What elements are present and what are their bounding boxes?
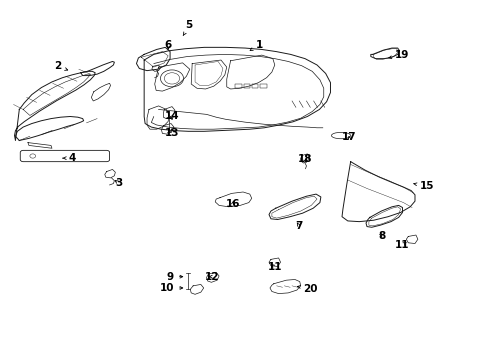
Bar	[244, 84, 250, 87]
Text: 19: 19	[389, 50, 409, 60]
Text: 10: 10	[159, 283, 183, 293]
Text: 11: 11	[268, 262, 282, 273]
Text: 12: 12	[205, 272, 219, 282]
Text: 17: 17	[342, 132, 356, 142]
Text: 7: 7	[295, 221, 303, 231]
Bar	[235, 84, 242, 87]
Text: 2: 2	[54, 62, 68, 71]
Text: 18: 18	[298, 154, 312, 164]
Text: 4: 4	[63, 153, 76, 163]
Text: 8: 8	[378, 231, 386, 241]
Text: 20: 20	[297, 284, 318, 294]
Text: 14: 14	[165, 111, 179, 121]
Text: 3: 3	[115, 178, 122, 188]
Text: 9: 9	[167, 272, 183, 282]
Text: 16: 16	[226, 199, 240, 209]
Text: 15: 15	[414, 181, 434, 192]
Text: 13: 13	[165, 128, 179, 138]
Text: 1: 1	[250, 40, 263, 50]
Text: 5: 5	[183, 21, 193, 36]
Text: 11: 11	[395, 240, 409, 250]
Text: 6: 6	[165, 40, 172, 50]
Bar	[260, 84, 267, 87]
Bar	[252, 84, 258, 87]
